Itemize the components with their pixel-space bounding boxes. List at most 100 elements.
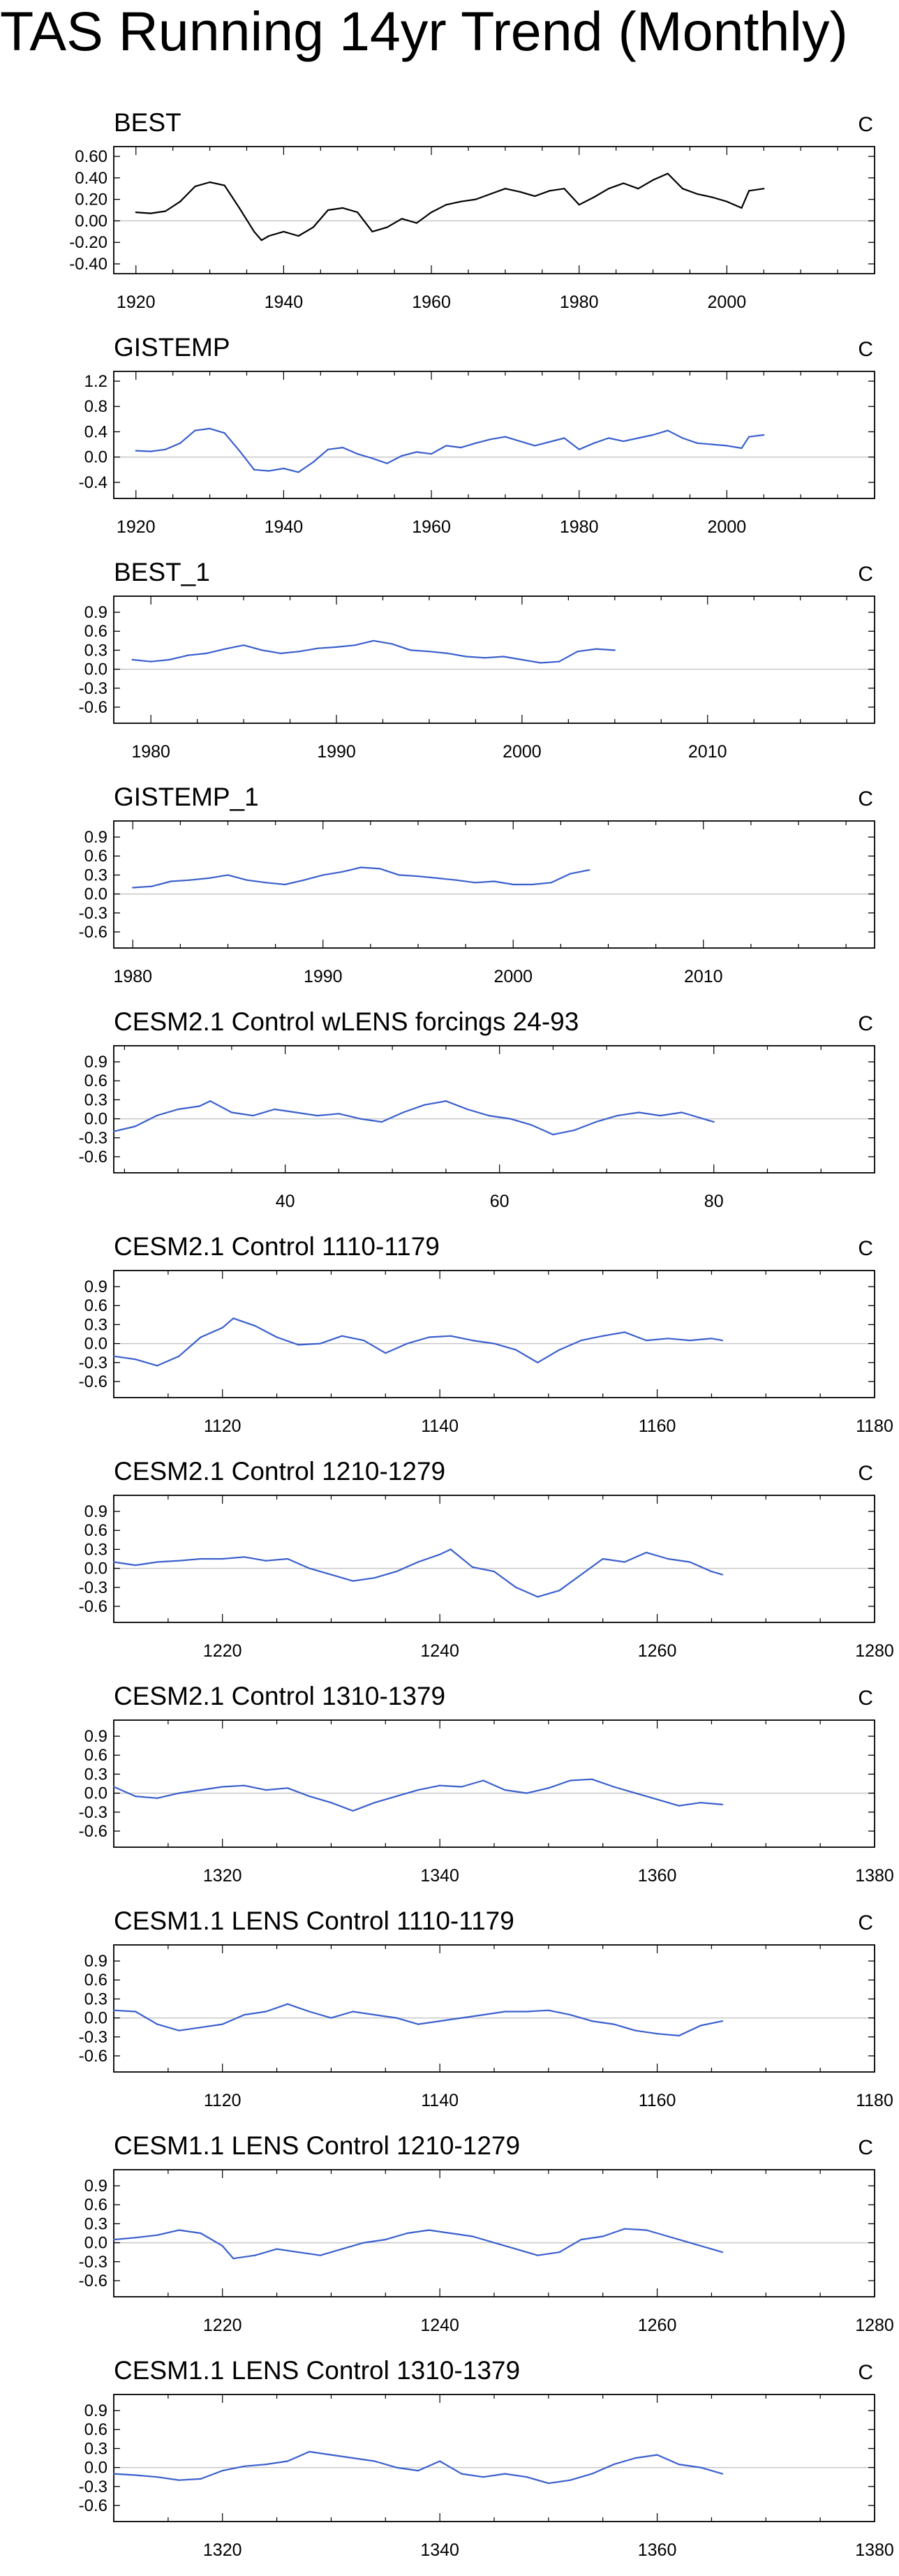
y-tick-label: 0.6 [84, 1521, 107, 1540]
data-point [711, 443, 713, 445]
data-point [309, 1567, 311, 1569]
x-tick-label: 1940 [265, 293, 304, 312]
data-point [319, 1342, 321, 1345]
data-point [699, 2466, 701, 2468]
data-point [135, 450, 137, 452]
y-tick-label: 0.3 [84, 2439, 107, 2458]
data-point [156, 2023, 158, 2025]
data-point [593, 442, 595, 444]
y-tick-label: -0.6 [79, 923, 107, 942]
y-tick-label: 0.20 [75, 191, 107, 209]
data-point [261, 649, 263, 651]
data-point [569, 2479, 572, 2481]
data-point [721, 1339, 724, 1342]
data-point [341, 447, 344, 449]
chart-title: CESM1.1 LENS Control 1310-1379 [114, 2356, 520, 2385]
data-point [363, 2242, 365, 2244]
data-point [243, 2013, 245, 2016]
x-tick-label: 1920 [117, 293, 156, 312]
data-point [386, 462, 388, 464]
data-point [645, 1339, 648, 1342]
data-point [309, 1796, 311, 1798]
data-point [283, 230, 285, 232]
data-point [265, 2011, 267, 2013]
y-tick-label: -0.6 [79, 1148, 107, 1167]
data-point [243, 2465, 245, 2467]
data-point [297, 2251, 299, 2253]
data-point [699, 2024, 701, 2027]
data-point [602, 2235, 604, 2237]
data-point [460, 200, 462, 202]
x-tick-label: 60 [490, 1192, 510, 1211]
units-label: C [858, 1687, 873, 1710]
y-tick-label: -0.6 [79, 1822, 107, 1841]
x-tick-label: 1240 [420, 2316, 459, 2335]
data-point [526, 2476, 528, 2478]
data-point [238, 450, 241, 452]
y-tick-label: 0.3 [84, 1990, 107, 2008]
data-point [623, 2228, 625, 2230]
data-point [391, 643, 393, 645]
data-point [721, 1574, 724, 1576]
data-point [357, 211, 359, 214]
data-point [537, 1361, 539, 1363]
x-tick-label: 2000 [493, 967, 533, 986]
data-point [569, 2013, 572, 2016]
y-tick-label: -0.3 [79, 1129, 107, 1148]
plot-frame [113, 371, 875, 499]
y-tick-label: -0.3 [79, 1803, 107, 1822]
units-label: C [858, 338, 873, 361]
x-tick-label: 1340 [420, 1866, 459, 1886]
data-point [537, 1596, 539, 1598]
data-point [156, 2234, 158, 2236]
data-point [493, 1571, 496, 1573]
y-tick-label: 0.6 [84, 1296, 107, 1315]
data-point [200, 1336, 202, 1338]
x-tick-label: 1980 [113, 967, 152, 986]
data-point [112, 1561, 115, 1563]
units-label: C [858, 2361, 873, 2384]
data-point [659, 1114, 662, 1117]
data-point [252, 1114, 254, 1117]
data-point [461, 2017, 463, 2019]
data-point [406, 2232, 408, 2235]
data-point [373, 639, 375, 642]
data-point [521, 658, 523, 661]
data-point [656, 2033, 658, 2035]
data-point [471, 1339, 473, 1342]
data-point [187, 654, 189, 656]
data-point [253, 230, 255, 232]
x-tick-label: 2010 [688, 742, 727, 762]
plot-frame [113, 146, 875, 274]
data-point [268, 235, 270, 237]
y-tick-label: 0.9 [84, 603, 107, 622]
data-point [135, 2474, 137, 2476]
data-point [135, 1564, 137, 1567]
data-point [623, 1561, 625, 1563]
data-point [417, 1789, 419, 1791]
data-point [721, 2020, 724, 2022]
data-point [243, 1556, 245, 1558]
data-point [417, 1561, 419, 1563]
y-tick-label: 0.00 [75, 212, 107, 230]
data-point [702, 1118, 704, 1120]
data-point [200, 2027, 202, 2029]
data-point [515, 1349, 517, 1351]
data-point [748, 436, 750, 438]
data-point [232, 1317, 235, 1319]
data-point [466, 1108, 468, 1111]
data-point [547, 1787, 549, 1789]
x-tick-label: 1280 [855, 2316, 894, 2335]
data-point [591, 2020, 593, 2022]
data-point [221, 1557, 223, 1560]
data-point [242, 644, 245, 646]
units-label: C [858, 113, 873, 136]
data-point [303, 879, 305, 881]
data-point [428, 651, 431, 653]
data-point [232, 2258, 235, 2260]
data-point [178, 1792, 180, 1794]
x-tick-label: 2000 [708, 293, 747, 312]
page-title: TAS Running 14yr Trend (Monthly) [0, 0, 848, 62]
data-point [265, 2463, 267, 2466]
data-point [209, 181, 211, 184]
